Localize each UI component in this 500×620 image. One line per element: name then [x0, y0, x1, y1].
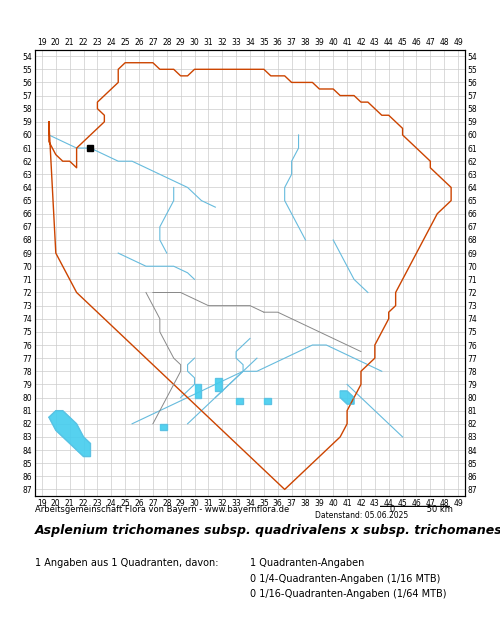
Text: 0 1/16-Quadranten-Angaben (1/64 MTB): 0 1/16-Quadranten-Angaben (1/64 MTB) [250, 589, 446, 599]
Text: Arbeitsgemeinschaft Flora von Bayern - www.bayernflora.de: Arbeitsgemeinschaft Flora von Bayern - w… [35, 505, 289, 515]
Polygon shape [236, 397, 243, 404]
Text: 1 Angaben aus 1 Quadranten, davon:: 1 Angaben aus 1 Quadranten, davon: [35, 558, 218, 568]
Polygon shape [264, 397, 271, 404]
Text: 0 1/4-Quadranten-Angaben (1/16 MTB): 0 1/4-Quadranten-Angaben (1/16 MTB) [250, 574, 440, 583]
Polygon shape [49, 410, 90, 456]
Polygon shape [160, 424, 167, 430]
Polygon shape [194, 384, 202, 397]
Text: Datenstand: 05.06.2025: Datenstand: 05.06.2025 [315, 512, 408, 521]
Polygon shape [216, 378, 222, 391]
Text: 1 Quadranten-Angaben: 1 Quadranten-Angaben [250, 558, 364, 568]
Text: Asplenium trichomanes subsp. quadrivalens x subsp. trichomanes: Asplenium trichomanes subsp. quadrivalen… [35, 524, 500, 537]
Polygon shape [340, 391, 354, 404]
Text: 0            50 km: 0 50 km [390, 505, 453, 515]
